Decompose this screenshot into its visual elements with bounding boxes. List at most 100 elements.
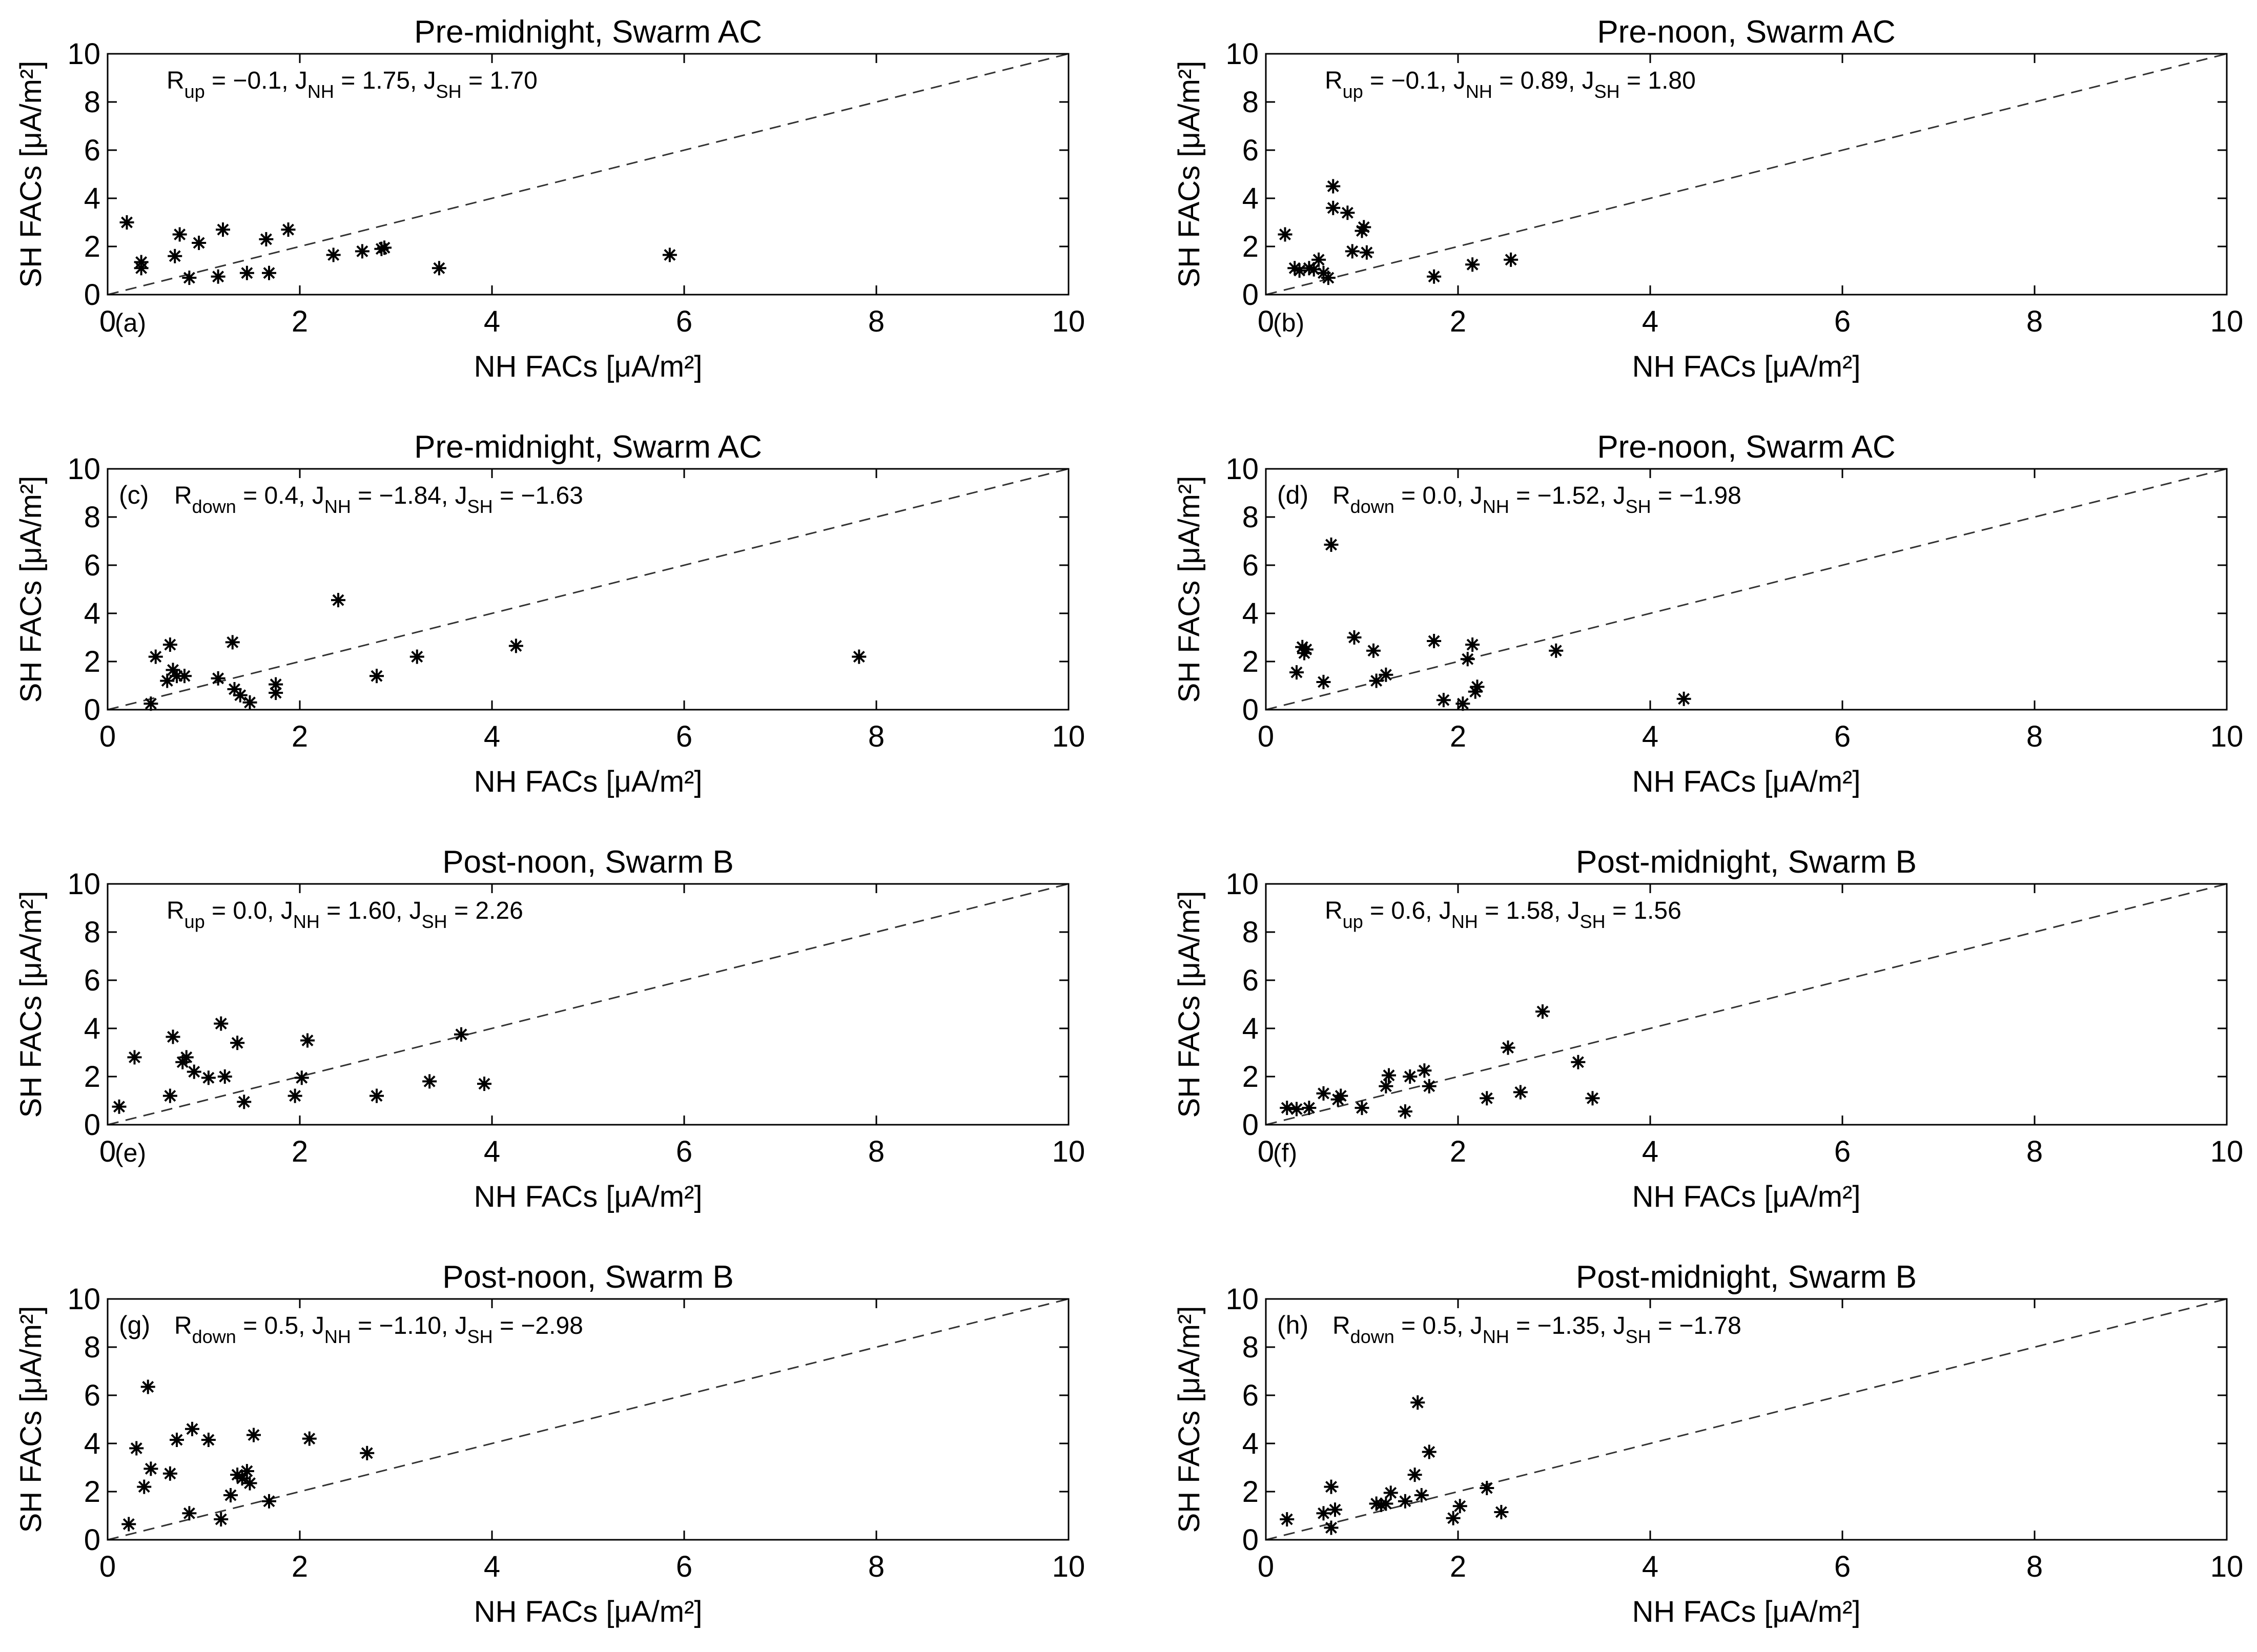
y-tick-label: 4 xyxy=(1242,1427,1259,1460)
scatter-point xyxy=(1326,200,1341,215)
scatter-point xyxy=(182,1506,197,1521)
jnh-subscript: NH xyxy=(324,496,351,517)
panel-title: Post-midnight, Swarm B xyxy=(1576,844,1917,880)
scatter-point xyxy=(1414,1488,1429,1503)
r-subscript: down xyxy=(192,1326,236,1347)
scatter-point xyxy=(1398,1494,1412,1509)
scatter-panel: Post-midnight, Swarm B 0 2 4 6 8 10 0 2 4 6 8 10 NH F… xyxy=(1173,844,2243,1213)
scatter-point xyxy=(134,261,149,276)
y-tick-label: 0 xyxy=(1242,1523,1259,1557)
scatter-point xyxy=(1355,1101,1369,1116)
scatter-point xyxy=(1292,263,1307,278)
x-tick-label: 10 xyxy=(1052,720,1085,753)
scatter-point xyxy=(1366,643,1381,658)
y-tick-label: 0 xyxy=(1242,1108,1259,1142)
scatter-point xyxy=(247,1428,261,1442)
y-tick-label: 2 xyxy=(84,230,100,263)
y-tick-label: 4 xyxy=(1242,182,1259,215)
r-value: −0.1 xyxy=(1391,67,1440,94)
x-tick-label: 10 xyxy=(1052,305,1085,338)
jnh-value: 1.75 xyxy=(362,67,410,94)
jnh-subscript: NH xyxy=(307,81,334,102)
scatter-point xyxy=(432,261,446,276)
x-axis-title: NH FACs [μA/m²] xyxy=(474,1595,703,1628)
x-tick-label: 8 xyxy=(868,720,885,753)
y-tick-label: 10 xyxy=(67,37,100,71)
scatter-point xyxy=(262,1494,276,1509)
y-tick-label: 6 xyxy=(1242,549,1259,582)
jnh-subscript: NH xyxy=(324,1326,351,1347)
x-tick-label: 10 xyxy=(2210,1550,2244,1583)
r-subscript: down xyxy=(1350,496,1394,517)
scatter-point xyxy=(1427,634,1442,649)
x-tick-label: 6 xyxy=(676,1550,692,1583)
jsh-value: −1.98 xyxy=(1679,482,1741,509)
scatter-point xyxy=(1452,1499,1467,1514)
scatter-point xyxy=(223,1488,238,1503)
scatter-point xyxy=(662,247,677,262)
scatter-point xyxy=(214,1512,229,1527)
equals-sign: = xyxy=(1478,897,1506,924)
plot-frame xyxy=(1265,468,2228,711)
scatter-point xyxy=(1513,1085,1528,1100)
y-tick-label: 4 xyxy=(84,182,100,215)
jnh-subscript: NH xyxy=(1483,1326,1509,1347)
scatter-point xyxy=(1398,1104,1412,1119)
y-tick-label: 0 xyxy=(84,278,100,312)
panel-title: Pre-midnight, Swarm AC xyxy=(414,429,762,465)
scatter-point xyxy=(1278,227,1292,242)
plot-frame xyxy=(107,883,1070,1126)
y-tick-label: 6 xyxy=(84,549,100,582)
jsh-subscript: SH xyxy=(1626,496,1651,517)
scatter-point xyxy=(1480,1480,1494,1495)
stats-annotation: Rup = −0.1, JNH = 0.89, JSH = 1.80 xyxy=(1325,67,1696,102)
x-tick-label: 10 xyxy=(2210,305,2244,338)
scatter-point xyxy=(162,637,177,652)
scatter-point xyxy=(148,649,163,664)
y-tick-label: 2 xyxy=(1242,230,1259,263)
scatter-point xyxy=(300,1033,315,1048)
y-tick-label: 0 xyxy=(84,693,100,727)
scatter-point xyxy=(1379,1496,1393,1511)
y-tick-label: 0 xyxy=(1242,278,1259,312)
scatter-point xyxy=(201,1432,216,1447)
x-tick-label: 0 xyxy=(1258,1550,1274,1583)
r-symbol: R xyxy=(1332,1312,1350,1339)
r-subscript: up xyxy=(1343,911,1363,932)
scatter-point xyxy=(1340,205,1355,220)
jnh-value: −1.35 xyxy=(1537,1312,1599,1339)
jsh-subscript: SH xyxy=(467,496,493,517)
jsh-symbol: , J xyxy=(441,1312,467,1339)
jsh-value: −1.78 xyxy=(1679,1312,1741,1339)
y-tick-label: 10 xyxy=(67,868,100,901)
r-symbol: R xyxy=(1325,897,1343,924)
r-subscript: up xyxy=(184,911,205,932)
scatter-point xyxy=(1460,652,1475,667)
scatter-point xyxy=(1357,220,1371,235)
r-subscript: up xyxy=(1343,81,1363,102)
x-axis-title: NH FACs [μA/m²] xyxy=(1632,1595,1861,1628)
y-tick-label: 10 xyxy=(1225,452,1259,486)
scatter-point xyxy=(331,593,345,608)
y-tick-label: 2 xyxy=(1242,1060,1259,1093)
r-symbol: R xyxy=(174,482,192,509)
y-tick-label: 6 xyxy=(84,134,100,167)
x-tick-label: 0 xyxy=(99,720,116,753)
x-tick-label: 6 xyxy=(676,720,692,753)
scatter-point xyxy=(1316,674,1331,689)
scatter-panel: Pre-noon, Swarm AC 0 2 4 6 8 10 0 2 4 6 8 10 NH FACs … xyxy=(1173,429,2243,798)
jsh-symbol: , J xyxy=(1599,1312,1626,1339)
y-axis-title: SH FACs [μA/m²] xyxy=(14,476,48,703)
plot-frame xyxy=(1265,1298,2228,1541)
jsh-value: 1.80 xyxy=(1648,67,1695,94)
scatter-point xyxy=(127,1050,142,1065)
scatter-point xyxy=(237,1095,252,1109)
scatter-point xyxy=(1359,245,1374,260)
scatter-point xyxy=(1465,257,1480,272)
panel-label: (f) xyxy=(1273,1139,1297,1167)
scatter-point xyxy=(370,1088,384,1103)
scatter-point xyxy=(1289,1102,1304,1117)
jsh-symbol: , J xyxy=(410,67,436,94)
plot-frame xyxy=(107,468,1070,711)
scatter-point xyxy=(168,249,182,263)
